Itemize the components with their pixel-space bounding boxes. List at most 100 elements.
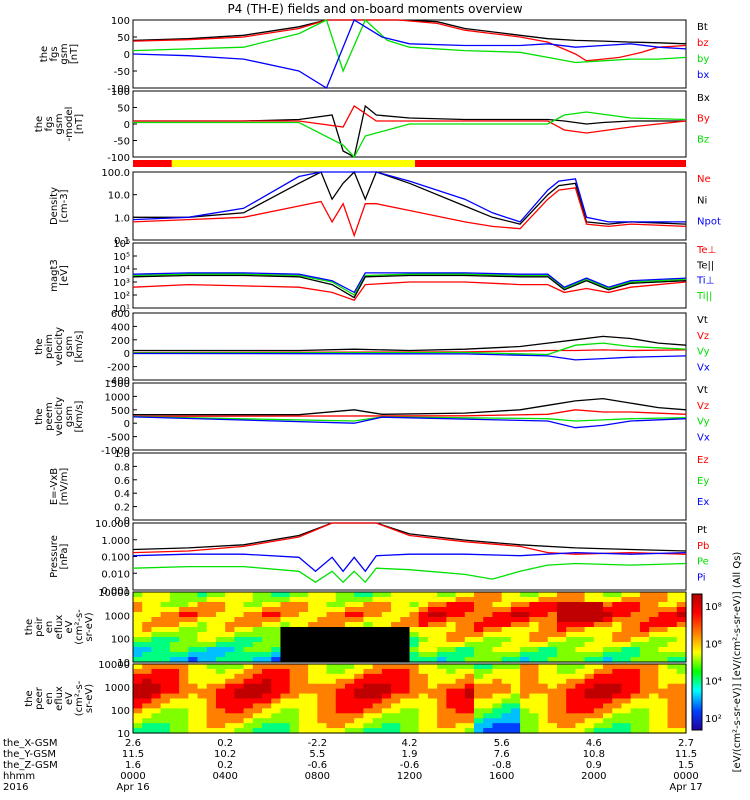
heatmap-cell — [418, 664, 429, 670]
heatmap-cell — [354, 642, 365, 648]
heatmap-cell — [326, 728, 337, 734]
heatmap-cell — [575, 607, 586, 613]
heatmap-cell — [474, 728, 484, 734]
heatmap-cell — [381, 657, 392, 663]
heatmap-cell — [667, 683, 678, 690]
heatmap-cell — [409, 617, 420, 623]
heatmap-cell — [317, 683, 328, 690]
y-tick-label: 10⁵ — [113, 252, 130, 263]
heatmap-cell — [133, 642, 143, 648]
heatmap-cell — [391, 718, 401, 724]
heatmap-cell — [142, 693, 153, 700]
heatmap-cell — [400, 632, 411, 638]
heatmap-cell — [381, 698, 392, 705]
heatmap-cell — [630, 673, 641, 680]
heatmap-cell — [584, 642, 595, 648]
heatmap-cell — [234, 647, 245, 653]
heatmap-cell — [280, 657, 291, 663]
heatmap-cell — [501, 693, 512, 700]
heatmap-cell — [658, 698, 669, 705]
heatmap-cell — [667, 652, 678, 658]
heatmap-cell — [298, 647, 309, 653]
heatmap-cell — [372, 698, 383, 705]
heatmap-cell — [335, 664, 346, 670]
heatmap-cell — [501, 688, 512, 695]
heatmap-cell — [215, 678, 226, 685]
heatmap-cell — [658, 728, 669, 734]
heatmap-cell — [520, 607, 530, 613]
heatmap-cell — [621, 602, 632, 608]
heatmap-cell — [556, 597, 567, 603]
heatmap-cell — [538, 693, 549, 700]
heatmap-cell — [252, 668, 263, 675]
heatmap-cell — [354, 688, 365, 695]
heatmap-cell — [474, 632, 484, 638]
x-row-label: hhmm — [3, 771, 35, 782]
heatmap-cell — [252, 718, 263, 724]
heatmap-cell — [676, 693, 687, 700]
heatmap-cell — [455, 597, 466, 603]
heatmap-cell — [280, 723, 291, 729]
heatmap-cell — [676, 708, 687, 714]
heatmap-cell — [455, 703, 466, 709]
heatmap-cell — [243, 652, 254, 658]
heatmap-cell — [547, 703, 558, 709]
heatmap-cell — [593, 673, 604, 680]
heatmap-cell — [593, 617, 604, 623]
heatmap-cell — [538, 657, 549, 663]
heatmap-cell — [400, 622, 411, 628]
heatmap-cell — [252, 657, 263, 663]
heatmap-cell — [243, 617, 254, 623]
heatmap-cell — [133, 597, 143, 603]
heatmap-cell — [547, 728, 558, 734]
heatmap-cell — [271, 627, 282, 633]
y-tick-label: 1.0 — [114, 213, 130, 224]
heatmap-cell — [234, 617, 245, 623]
heatmap-cell — [151, 683, 162, 690]
heatmap-cell — [474, 708, 484, 714]
heatmap-cell — [566, 723, 576, 729]
heatmap-cell — [252, 713, 263, 719]
heatmap-cell — [510, 723, 521, 729]
heatmap-cell — [409, 678, 420, 685]
heatmap-cell — [179, 693, 189, 700]
heatmap-cell — [584, 622, 595, 628]
legend-Vy: Vy — [697, 347, 710, 358]
heatmap-cell — [169, 728, 180, 734]
heatmap-cell — [676, 637, 687, 643]
heatmap-cell — [418, 703, 429, 709]
heatmap-cell — [593, 647, 604, 653]
heatmap-cell — [427, 673, 438, 680]
legend-Vx: Vx — [697, 362, 710, 373]
heatmap-cell — [630, 637, 641, 643]
heatmap-cell — [206, 602, 217, 608]
heatmap-cell — [160, 647, 171, 653]
heatmap-cell — [215, 693, 226, 700]
heatmap-cell — [298, 637, 309, 643]
heatmap-cell — [621, 617, 632, 623]
heatmap-cell — [538, 592, 549, 598]
heatmap-cell — [179, 652, 189, 658]
heatmap-cell — [658, 607, 669, 613]
heatmap-cell — [391, 728, 401, 734]
y-tick-label: 100 — [111, 706, 130, 717]
heatmap-cell — [262, 728, 272, 734]
heatmap-cell — [225, 592, 235, 598]
heatmap-cell — [437, 642, 447, 648]
heatmap-cell — [575, 617, 586, 623]
y-tick-label: -500 — [107, 433, 130, 444]
heatmap-cell — [271, 728, 282, 734]
heatmap-cell — [510, 637, 521, 643]
heatmap-cell — [520, 723, 530, 729]
x-tick-label: 1.6 — [125, 760, 141, 771]
heatmap-cell — [280, 703, 291, 709]
series-bz — [132, 19, 687, 62]
heatmap-cell — [455, 668, 466, 675]
y-tick-label: 0 — [124, 349, 130, 360]
heatmap-cell — [547, 668, 558, 675]
heatmap-cell — [363, 693, 374, 700]
heatmap-cell — [335, 678, 346, 685]
heatmap-cell — [215, 703, 226, 709]
heatmap-cell — [667, 713, 678, 719]
heatmap-cell — [326, 612, 337, 618]
